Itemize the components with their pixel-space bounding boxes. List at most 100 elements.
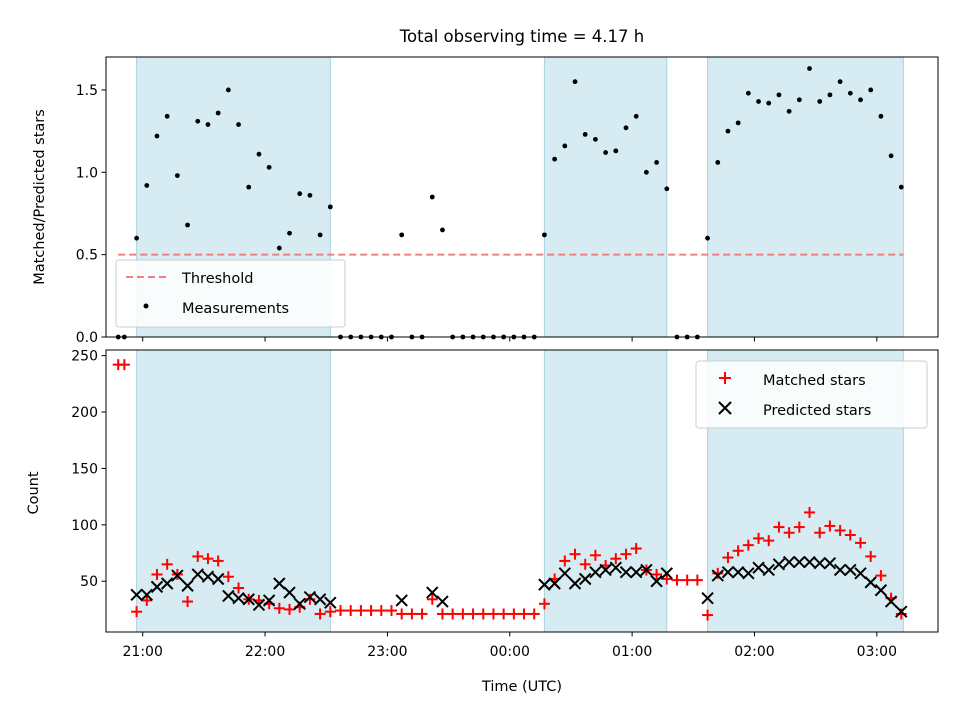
predicted-star-point [874,584,888,597]
matched-star-point [375,605,387,617]
top-panel: 0.0 0.5 1.0 1.5 Total observing time = 4.17… [32,27,939,346]
matched-star-point [118,359,130,371]
measurement-point [633,113,639,119]
predicted-star-point [823,556,837,570]
matched-star-point [732,545,744,557]
predicted-star-point [640,563,653,577]
matched-star-point [192,550,204,562]
measurement-point [429,194,435,200]
matched-star-point [385,605,397,617]
matched-star-point [528,608,540,620]
measurement-point [643,169,649,175]
measurement-point [705,235,710,241]
bottom-legend-box [695,360,928,429]
predicted-star-point [303,590,317,604]
top-y-tick-label: 1.0 [76,165,98,181]
predicted-star-point [629,566,643,579]
matched-star-point [467,608,479,620]
measurement-point [817,99,823,104]
matched-star-point [630,543,642,555]
predicted-star-point [701,591,714,605]
matched-star-point [131,606,143,618]
predicted-star-point [130,588,143,601]
matched-star-point [834,524,846,536]
bottom-legend: Matched stars Predicted stars [695,360,928,429]
measurement-point [185,222,190,228]
matched-star-point [671,574,683,586]
measurement-point [205,122,211,127]
measurement-point [796,97,802,103]
predicted-star-point [160,577,174,590]
x-tick-label: 00:00 [490,644,530,660]
measurement-point [562,143,568,149]
measurement-point [837,79,843,85]
matched-star-point [141,594,153,606]
matched-star-point [783,527,795,539]
matched-star-point [763,535,775,547]
matched-star-point [773,521,785,533]
bottom-panel-frame [105,349,939,633]
matched-star-point [691,574,703,586]
predicted-star-point [538,578,551,591]
matched-star-point [875,570,887,582]
predicted-star-point [844,563,857,577]
bottom-y-axis-label: Count [26,471,42,514]
matched-star-point [222,571,234,583]
matched-star-point [416,608,428,620]
shaded-interval [136,349,331,633]
predicted-star-point [191,568,204,581]
measurement-point [174,173,180,178]
predicted-star-point [813,556,826,570]
matched-star-point [233,582,245,594]
matched-star-point [151,568,163,580]
measurement-point [847,90,853,96]
predicted-star-point [721,566,735,579]
matched-star-point [314,608,326,620]
matched-star-point [355,605,367,617]
measurement-point [807,66,812,71]
top-y-tick-label: 0.0 [76,330,98,346]
bottom-panel: 21:00 22:00 23:00 00:00 01:00 02:00 03:00 50 10… [26,349,939,695]
top-y-tick-label: 0.5 [76,248,98,264]
predicted-star-point [762,563,775,577]
measurement-point [307,192,313,198]
predicted-star-point [589,566,602,579]
predicted-legend-label: Predicted stars [763,403,871,419]
matched-star-point [579,558,591,570]
measurement-point [327,204,333,210]
measurement-point [236,122,241,127]
predicted-star-point [140,588,153,601]
predicted-star-point [742,567,755,580]
x-tick-label: 02:00 [734,644,774,660]
matched-star-point [793,521,805,533]
matched-star-point [722,552,734,564]
measurements-legend-swatch [143,303,149,309]
predicted-star-point [599,563,612,577]
predicted-star-point [609,561,623,574]
matched-star-point [538,598,550,610]
predicted-star-point [181,579,194,592]
matched-star-point [426,593,438,605]
measurement-point [745,90,751,96]
top-y-axis-label: Matched/Predicted stars [32,109,48,285]
matched-star-point [202,553,214,565]
matched-star-point [365,605,377,617]
measurement-point [552,156,558,162]
x-axis-label: Time (UTC) [481,679,562,695]
measurement-point [878,113,884,119]
matched-star-point [589,549,601,561]
predicted-star-point [782,555,796,569]
bottom-y-tick-label: 250 [71,349,98,365]
predicted-star-point [426,586,439,599]
measurement-point [735,120,741,126]
top-panel-frame [105,56,939,338]
matched-star-point [651,568,663,580]
matched-star-point [824,520,836,532]
predicted-star-point [833,563,847,577]
predicted-star-point [395,594,408,607]
shaded-interval [543,349,668,633]
predicted-star-point [579,572,592,586]
measurements-legend-label: Measurements [182,301,289,317]
measurement-point [593,136,598,142]
predicted-star-point [854,567,867,580]
